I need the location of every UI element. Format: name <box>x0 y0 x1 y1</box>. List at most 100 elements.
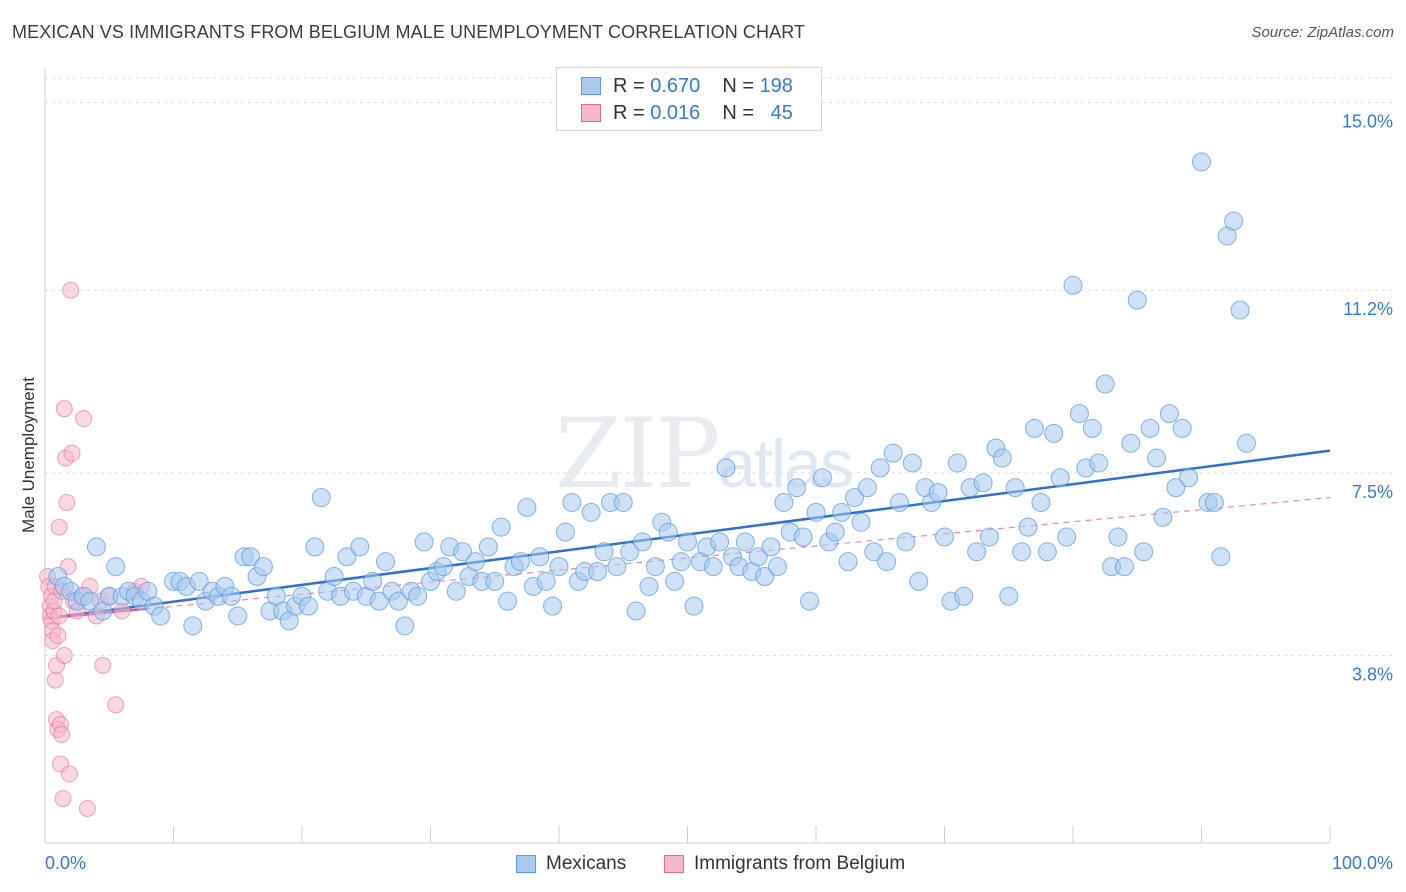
y-tick-label: 7.5% <box>1352 482 1393 502</box>
mexican-point <box>748 547 768 567</box>
mexican-point <box>626 601 646 621</box>
mexican-point <box>607 557 627 577</box>
bottom-legend-mexicans: Mexicans <box>516 851 626 877</box>
mexican-point <box>221 586 241 606</box>
mexican-point <box>710 532 730 552</box>
mexican-point <box>1192 152 1211 172</box>
mexican-point <box>253 557 273 577</box>
bottom-swatch-belgium <box>664 855 684 873</box>
mexican-point <box>1057 527 1077 547</box>
mexican-point <box>1204 492 1224 512</box>
axes <box>44 68 1331 844</box>
belgium-point <box>58 493 76 511</box>
belgium-point <box>60 765 78 783</box>
mexican-point <box>928 483 948 503</box>
legend-r-label: R = <box>613 101 645 124</box>
mexican-point <box>639 576 659 596</box>
mexican-point <box>1121 433 1141 453</box>
mexican-point <box>1230 300 1250 320</box>
mexican-point <box>761 537 781 557</box>
mexican-point <box>478 537 498 557</box>
mexican-point <box>1063 275 1083 295</box>
mexican-point <box>363 571 383 591</box>
mexican-point <box>510 552 530 572</box>
mexican-point <box>613 492 633 512</box>
mexican-points <box>48 152 1256 636</box>
legend-r-value: 0.016 <box>650 101 701 124</box>
mexican-point <box>86 537 106 557</box>
legend-n-label: N = <box>722 74 754 97</box>
mexican-point <box>1108 527 1128 547</box>
mexican-point <box>633 532 653 552</box>
belgium-point <box>75 410 93 428</box>
mexican-point <box>1179 468 1199 488</box>
mexican-point <box>678 532 697 552</box>
mexican-point <box>883 443 903 463</box>
chart-title: MEXICAN VS IMMIGRANTS FROM BELGIUM MALE … <box>12 22 806 42</box>
belgium-point <box>50 607 68 625</box>
mexican-point <box>453 542 473 562</box>
mexican-point <box>594 542 614 562</box>
belgium-point <box>50 518 68 536</box>
mexican-point <box>825 522 845 542</box>
y-tick-label: 11.2% <box>1343 299 1393 319</box>
mexican-point <box>1211 547 1231 567</box>
legend-swatch-belgium <box>581 104 601 122</box>
mexican-point <box>1134 542 1154 562</box>
y-axis-label: Male Unemployment <box>19 377 38 533</box>
mexican-point <box>845 488 865 508</box>
mexican-point <box>465 552 485 572</box>
bottom-legend-belgium: Immigrants from Belgium <box>664 851 905 877</box>
mexican-point <box>1082 418 1102 438</box>
mexican-point <box>979 527 999 547</box>
mexican-point <box>665 571 685 591</box>
x-tick-label: 0.0% <box>45 853 86 873</box>
mexican-point <box>588 562 608 582</box>
mexican-point <box>350 537 370 557</box>
mexican-point <box>909 571 929 591</box>
mexican-point <box>890 492 910 512</box>
mexican-point <box>812 468 832 488</box>
mexican-point <box>851 512 871 532</box>
mexican-point <box>80 591 100 611</box>
mexican-point <box>877 552 897 572</box>
mexican-point <box>369 591 389 611</box>
mexican-point <box>376 552 396 572</box>
legend-row-mexicans: R = 0.670 N = 198 <box>581 73 793 99</box>
mexican-point <box>671 552 691 572</box>
legend-r-value: 0.670 <box>650 74 701 97</box>
mexican-point <box>1224 211 1244 231</box>
legend-n-label: N = <box>722 101 754 124</box>
mexican-point <box>151 606 171 626</box>
mexican-point <box>973 473 993 493</box>
mexican-point <box>1005 478 1025 498</box>
bottom-legend-label: Immigrants from Belgium <box>694 853 906 874</box>
belgium-point <box>94 656 112 674</box>
mexican-point <box>1018 517 1038 537</box>
mexican-point <box>1037 542 1057 562</box>
bottom-legend-label: Mexicans <box>546 853 627 874</box>
mexican-point <box>1024 418 1044 438</box>
mexican-point <box>620 542 640 562</box>
mexican-point <box>562 492 582 512</box>
mexican-point <box>491 517 511 537</box>
mexican-point <box>793 527 813 547</box>
mexican-point <box>414 532 434 552</box>
mexican-point <box>536 571 556 591</box>
mexican-point <box>896 532 916 552</box>
mexican-point <box>228 606 248 626</box>
mexican-point <box>755 566 775 586</box>
mexican-point <box>774 492 794 512</box>
mexican-point <box>1089 453 1109 473</box>
watermark-sub: atlas <box>718 426 854 502</box>
mexican-point <box>1044 423 1064 443</box>
correlation-legend: R = 0.670 N = 198 R = 0.016 N = 45 <box>556 67 822 131</box>
mexican-point <box>1147 448 1167 468</box>
mexican-point <box>1236 433 1256 453</box>
mexican-point <box>1069 404 1089 424</box>
mexican-point <box>838 552 858 572</box>
source-label: Source: ZipAtlas.com <box>1251 24 1394 41</box>
mexican-point <box>703 557 723 577</box>
mexican-point <box>947 453 967 473</box>
mexican-point <box>183 616 203 636</box>
